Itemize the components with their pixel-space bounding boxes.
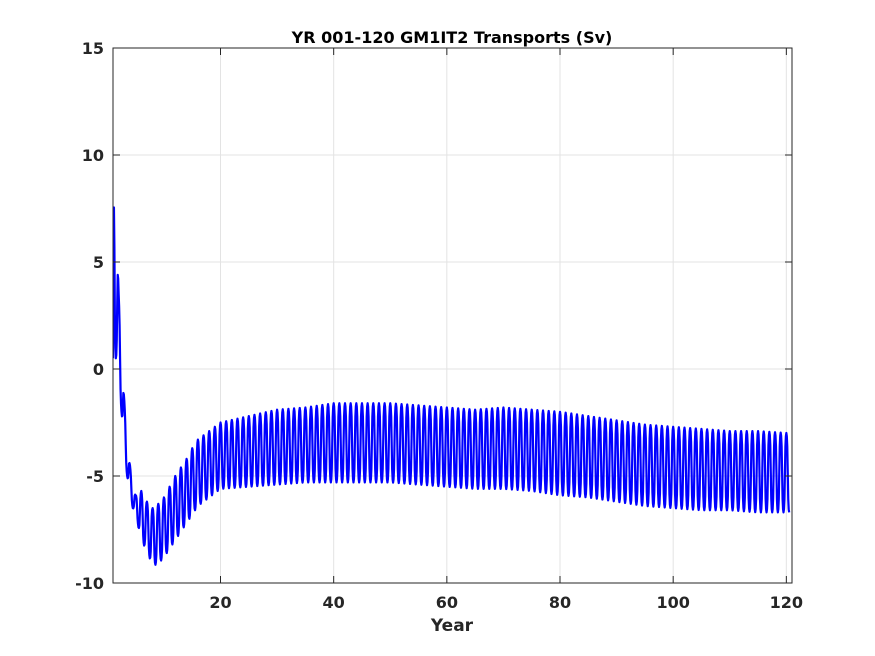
axes-background [113, 48, 792, 583]
y-tick-label: -10 [75, 574, 104, 593]
x-axis-label: Year [430, 616, 474, 636]
x-tick-label: 60 [436, 593, 458, 612]
y-tick-label: 15 [82, 39, 104, 58]
y-tick-label: -5 [86, 467, 104, 486]
x-tick-label: 20 [209, 593, 231, 612]
gridlines [113, 47, 792, 584]
x-tick-label: 100 [656, 593, 689, 612]
axes-box [112, 47, 793, 584]
y-tick-label: 5 [93, 253, 104, 272]
y-tick-label: 10 [82, 146, 104, 165]
series-transport [113, 206, 791, 566]
x-tick-label: 40 [323, 593, 345, 612]
y-tick-label: 0 [93, 360, 104, 379]
x-tick-label: 120 [770, 593, 803, 612]
ticks: 20 40 60 80 100 120 -10 -5 0 5 10 15 [75, 39, 803, 612]
transport-line [113, 206, 791, 566]
x-tick-label: 80 [549, 593, 571, 612]
chart-title: YR 001-120 GM1IT2 Transports (Sv) [291, 28, 613, 47]
